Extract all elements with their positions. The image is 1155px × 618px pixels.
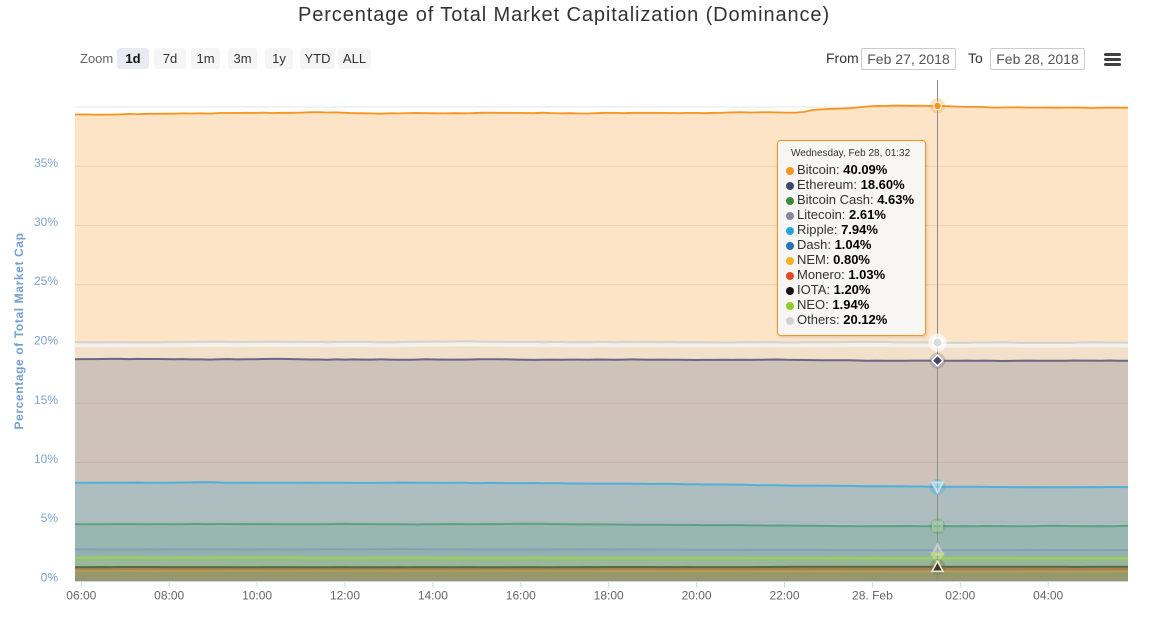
svg-text:15%: 15% (34, 393, 58, 407)
svg-text:Percentage of Total Market Cap: Percentage of Total Market Cap (12, 232, 26, 429)
svg-text:0%: 0% (41, 571, 59, 585)
svg-text:20:00: 20:00 (682, 589, 712, 603)
svg-text:18:00: 18:00 (594, 589, 624, 603)
svg-text:12:00: 12:00 (330, 589, 360, 603)
svg-text:08:00: 08:00 (154, 589, 184, 603)
svg-text:14:00: 14:00 (418, 589, 448, 603)
svg-text:20%: 20% (34, 334, 58, 348)
svg-text:28. Feb: 28. Feb (852, 589, 893, 603)
svg-text:04:00: 04:00 (1033, 589, 1063, 603)
svg-text:16:00: 16:00 (506, 589, 536, 603)
svg-text:06:00: 06:00 (66, 589, 96, 603)
svg-text:35%: 35% (34, 156, 58, 170)
svg-text:10%: 10% (34, 452, 58, 466)
svg-text:22:00: 22:00 (769, 589, 799, 603)
svg-text:5%: 5% (41, 511, 59, 525)
svg-text:30%: 30% (34, 215, 58, 229)
svg-text:10:00: 10:00 (242, 589, 272, 603)
svg-text:02:00: 02:00 (945, 589, 975, 603)
svg-text:25%: 25% (34, 274, 58, 288)
